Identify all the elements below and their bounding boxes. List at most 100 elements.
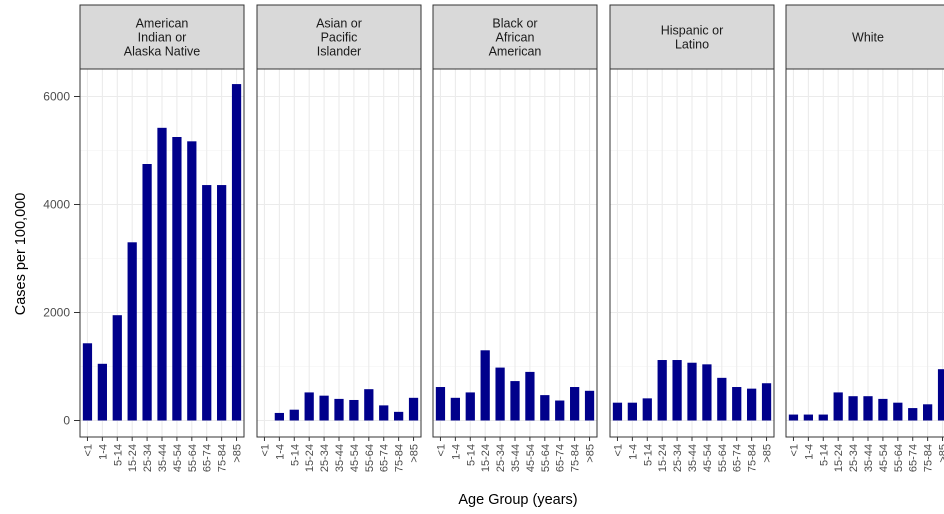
x-tick-label: 55-64 <box>893 444 905 472</box>
bar <box>525 371 535 421</box>
x-tick-label: 15-24 <box>833 444 845 472</box>
x-tick-label: 65-74 <box>732 444 744 472</box>
x-tick-label: 15-24 <box>657 444 669 472</box>
x-tick-label: 75-84 <box>923 444 935 472</box>
x-axis-title: Age Group (years) <box>458 492 577 508</box>
x-tick-label: 1-4 <box>803 444 815 460</box>
bar <box>349 399 359 421</box>
x-tick-label: 25-34 <box>319 444 331 472</box>
bar <box>289 409 299 421</box>
bar <box>937 369 944 421</box>
x-tick-label: 5-14 <box>818 444 830 466</box>
bar <box>495 367 505 421</box>
bar <box>97 363 107 421</box>
y-tick-label: 6000 <box>43 90 70 104</box>
bar <box>510 381 520 421</box>
facet-strip-label: Latino <box>675 38 709 52</box>
x-tick-label: <1 <box>435 444 447 457</box>
x-tick-label: 5-14 <box>465 444 477 466</box>
facet-panel: White <1 1-4 5-14 15-24 25-34 35-44 45-54 55-64 6… <box>785 4 944 472</box>
x-tick-label: 35-44 <box>687 444 699 472</box>
bar <box>304 392 314 421</box>
x-tick-label: <1 <box>612 444 624 457</box>
x-tick-label: 35-44 <box>863 444 875 472</box>
bar <box>612 402 623 421</box>
x-tick-label: <1 <box>82 444 94 457</box>
x-tick-label: 75-84 <box>570 444 582 472</box>
x-tick-label: >85 <box>762 444 774 463</box>
bar-group <box>435 350 595 421</box>
facet-strip-label: Hispanic or <box>661 24 724 38</box>
bar <box>157 127 167 421</box>
x-tick-label: 15-24 <box>127 444 139 472</box>
y-tick-label: 4000 <box>43 198 70 212</box>
x-tick-label: 75-84 <box>747 444 759 472</box>
x-tick-label: 35-44 <box>157 444 169 472</box>
bar-group <box>82 84 242 421</box>
bar <box>702 364 712 421</box>
x-tick-label: 25-34 <box>848 444 860 472</box>
panel-background <box>786 69 944 437</box>
facet-strip-label: White <box>852 31 884 45</box>
bar <box>878 398 888 421</box>
x-tick-label: 15-24 <box>304 444 316 472</box>
bar <box>863 396 873 421</box>
bar <box>923 404 933 421</box>
bar <box>112 315 122 421</box>
facet-strip-label: Asian or <box>316 17 362 31</box>
x-tick-label: 15-24 <box>480 444 492 472</box>
x-tick-label: 45-54 <box>878 444 890 472</box>
bar <box>642 398 652 421</box>
bar <box>480 350 490 421</box>
bar <box>803 414 813 421</box>
bar <box>818 414 828 421</box>
x-tick-label: 25-34 <box>672 444 684 472</box>
x-tick-label: 1-4 <box>627 444 639 460</box>
x-tick-label: 45-54 <box>349 444 361 472</box>
bar <box>555 400 565 421</box>
x-tick-label: 65-74 <box>202 444 214 472</box>
facet-strip <box>256 4 422 70</box>
bar <box>187 141 197 421</box>
bar <box>435 387 446 421</box>
x-tick-label: 65-74 <box>555 444 567 472</box>
bar <box>893 402 903 421</box>
y-tick-label: 0 <box>63 414 70 428</box>
facet-strip <box>432 4 598 70</box>
bar <box>717 377 727 421</box>
x-tick-label: 45-54 <box>702 444 714 472</box>
bar <box>540 395 550 421</box>
x-tick-label: 25-34 <box>495 444 507 472</box>
x-tick-label: 1-4 <box>97 444 109 460</box>
bar <box>127 242 137 421</box>
bar <box>172 137 182 421</box>
bar <box>687 362 697 421</box>
x-tick-label: 75-84 <box>217 444 229 472</box>
x-tick-label: 65-74 <box>908 444 920 472</box>
bar <box>672 360 682 421</box>
bar <box>627 402 637 421</box>
bar <box>761 383 772 421</box>
x-tick-label: 5-14 <box>112 444 124 466</box>
bar-group <box>612 360 772 421</box>
x-tick-label: >85 <box>232 444 244 463</box>
bar <box>364 389 374 421</box>
bar <box>908 408 918 421</box>
bar <box>379 405 389 421</box>
panel-grid <box>257 69 421 437</box>
x-tick-label: 65-74 <box>379 444 391 472</box>
facet-strip-label: African <box>496 31 535 45</box>
facet-strip <box>785 4 944 70</box>
x-tick-label: 75-84 <box>394 444 406 472</box>
panel-grid <box>786 69 944 437</box>
facet-strip-label: Black or <box>492 17 537 31</box>
x-tick-label: <1 <box>259 444 271 457</box>
bar <box>570 387 580 421</box>
bar <box>202 185 212 421</box>
x-tick-label: 45-54 <box>525 444 537 472</box>
bar <box>732 387 742 421</box>
x-tick-label: 35-44 <box>510 444 522 472</box>
